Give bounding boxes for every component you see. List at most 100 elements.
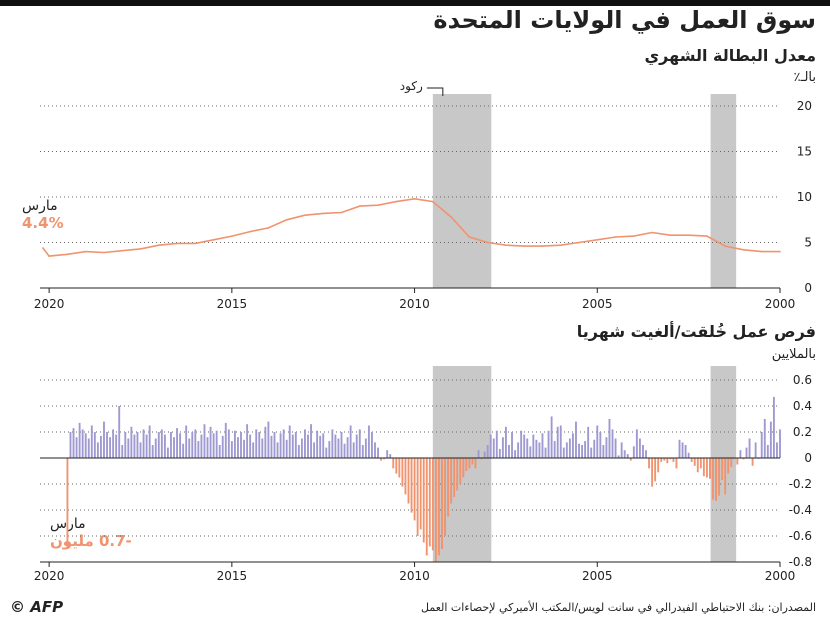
jobs-bar-25 — [702, 458, 705, 477]
line-point-34 — [157, 244, 160, 247]
jobs-bar-204 — [157, 432, 160, 458]
jobs-bar-151 — [319, 435, 322, 458]
chart1-annotation-value: 4.4% — [22, 214, 64, 232]
jobs-bar-133 — [374, 442, 376, 458]
jobs-bar-170 — [261, 438, 264, 458]
jobs-bar-55 — [611, 429, 614, 458]
line-point-15 — [505, 244, 507, 247]
line-point-19 — [432, 200, 434, 203]
jobs-bar-140 — [352, 442, 355, 458]
jobs-bar-106 — [456, 458, 459, 491]
jobs-bar-221 — [106, 432, 108, 458]
line-point-5 — [687, 234, 690, 237]
jobs-bar-190 — [200, 434, 203, 458]
jobs-bar-117 — [422, 458, 425, 543]
jobs-bar-78 — [541, 433, 544, 458]
recession-band2-0 — [710, 366, 737, 562]
jobs-bar-74 — [553, 441, 556, 458]
jobs-bar-110 — [444, 458, 446, 536]
jobs-bar-8 — [754, 442, 757, 458]
line-point-30 — [231, 235, 233, 237]
jobs-bar-127 — [392, 458, 395, 469]
jobs-bar-177 — [240, 432, 242, 458]
jobs-bar-91 — [501, 437, 504, 458]
jobs-bar-155 — [307, 434, 309, 458]
jobs-bar-229 — [81, 429, 84, 458]
jobs-bar-176 — [243, 439, 245, 458]
jobs-bar-124 — [401, 458, 404, 487]
line-point-42 — [42, 247, 44, 249]
jobs-bar-208 — [145, 434, 148, 458]
line-point-41 — [48, 255, 50, 257]
jobs-bar-30 — [687, 452, 690, 458]
jobs-bar-95 — [489, 434, 492, 458]
jobs-bar-90 — [504, 426, 507, 458]
jobs-bar-125 — [398, 458, 401, 478]
jobs-bar-101 — [471, 458, 474, 465]
jobs-bar-84 — [523, 434, 526, 458]
jobs-bar-59 — [599, 432, 602, 458]
ytick-label-15: 15 — [797, 145, 812, 159]
jobs-bar-126 — [395, 458, 398, 474]
jobs-bar-94 — [492, 438, 495, 458]
jobs-bar-150 — [322, 433, 325, 458]
jobs-bar-69 — [568, 438, 571, 458]
jobs-bar-65 — [581, 445, 584, 458]
line-point-10 — [596, 238, 599, 241]
jobs-bar-72 — [559, 425, 562, 458]
jobs-bar-223 — [99, 435, 102, 458]
jobs-bar-141 — [349, 425, 352, 458]
jobs-bar-188 — [206, 437, 209, 458]
jobs-bar-184 — [218, 445, 221, 458]
jobs-bar-48 — [632, 446, 635, 458]
line-point-22 — [377, 204, 379, 206]
jobs-bar-54 — [614, 438, 617, 458]
jobs-bar-108 — [450, 458, 453, 504]
jobs-bar-152 — [316, 430, 319, 458]
jobs-bar-222 — [103, 421, 105, 458]
jobs-bar-103 — [465, 458, 468, 471]
jobs-bar-46 — [638, 438, 641, 458]
jobs-bar-203 — [160, 429, 163, 458]
jobs-bar-128 — [389, 454, 392, 458]
jobs-bar-60 — [596, 425, 599, 458]
jobs-bar-213 — [130, 426, 133, 458]
source-note: المصدران: بنك الاحتياطي الفيدرالي في سان… — [421, 601, 816, 614]
jobs-bar-134 — [371, 432, 373, 458]
jobs-bar-225 — [93, 432, 96, 458]
jobs-bar-180 — [230, 441, 233, 458]
jobs-bar-216 — [121, 445, 124, 458]
afp-logo: © AFP — [10, 598, 64, 616]
jobs-bar-71 — [562, 447, 565, 458]
jobs-bar-119 — [416, 458, 419, 536]
jobs-bar-11 — [745, 447, 748, 458]
jobs-bar-1 — [776, 442, 778, 458]
jobs-bar-233 — [69, 432, 72, 458]
jobs-bar-209 — [142, 429, 145, 458]
jobs-bar-22 — [712, 458, 714, 500]
jobs-bar-220 — [109, 437, 112, 458]
jobs-bar-chart: -0.8 -0.6 -0.4 -0.2 0 0.2 0.4 0.6 2000 2005 2010 20… — [34, 366, 812, 583]
jobs-bar-107 — [453, 458, 456, 497]
line-point-27 — [285, 218, 288, 221]
jobs-bar-99 — [477, 450, 480, 458]
jobs-bar-189 — [203, 424, 206, 458]
jobs-bar-83 — [526, 438, 529, 458]
recession-band-0 — [710, 94, 737, 288]
jobs-bar-40 — [657, 458, 660, 473]
jobs-bar-50 — [626, 454, 629, 458]
jobs-bar-9 — [751, 458, 754, 466]
jobs-bar-113 — [434, 458, 437, 562]
jobs-bar-5 — [763, 419, 766, 458]
jobs-bar-196 — [182, 443, 185, 458]
jobs-bar-153 — [313, 442, 316, 458]
chart2-ylabel: بالملايين — [771, 347, 816, 362]
jobs-bar-82 — [529, 446, 532, 458]
jobs-bar-148 — [328, 441, 331, 458]
line-point-21 — [395, 200, 398, 203]
jobs-bar-19 — [721, 458, 724, 481]
jobs-bar-144 — [340, 432, 343, 458]
ytick-label-0: 0 — [804, 281, 812, 295]
jobs-bar-168 — [267, 421, 270, 458]
jobs-bar-163 — [282, 429, 285, 458]
